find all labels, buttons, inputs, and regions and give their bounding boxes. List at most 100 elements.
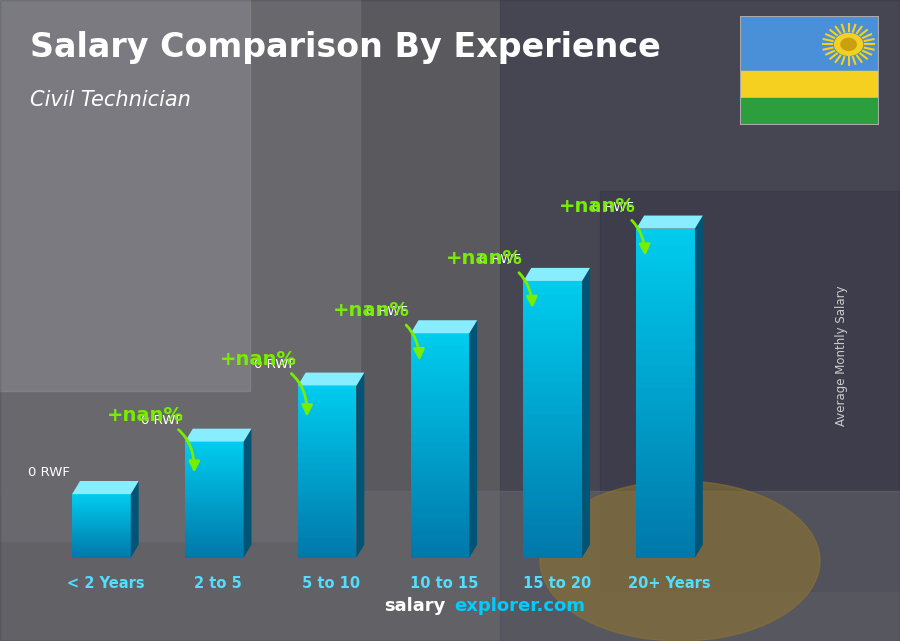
Bar [524, 378, 582, 383]
Bar [298, 503, 356, 506]
Bar [184, 472, 244, 474]
Bar [72, 531, 130, 532]
Bar [298, 489, 356, 492]
Bar [184, 521, 244, 523]
Bar [72, 513, 130, 514]
Bar [72, 503, 130, 504]
Bar [298, 526, 356, 529]
Polygon shape [298, 372, 365, 386]
Bar [184, 490, 244, 492]
Bar [298, 540, 356, 544]
Bar [636, 525, 695, 530]
Bar [298, 474, 356, 478]
Bar [410, 363, 469, 367]
Bar [636, 442, 695, 448]
Bar [524, 520, 582, 526]
Bar [298, 449, 356, 452]
Bar [72, 537, 130, 538]
Bar [636, 514, 695, 519]
Bar [410, 419, 469, 423]
Bar [636, 492, 695, 497]
Bar [740, 98, 879, 125]
Bar [636, 371, 695, 377]
Bar [524, 447, 582, 452]
Polygon shape [72, 481, 139, 494]
Bar [740, 71, 879, 98]
Polygon shape [184, 429, 251, 442]
Bar [72, 526, 130, 527]
Bar [72, 553, 130, 554]
Text: 10 to 15: 10 to 15 [410, 576, 478, 592]
Bar [524, 337, 582, 341]
Bar [72, 520, 130, 522]
Bar [184, 461, 244, 463]
Bar [298, 426, 356, 429]
Bar [524, 295, 582, 299]
Bar [184, 527, 244, 529]
Bar [298, 501, 356, 503]
Bar [72, 533, 130, 535]
Bar [184, 451, 244, 453]
Bar [524, 341, 582, 345]
Bar [184, 513, 244, 515]
Bar [184, 442, 244, 444]
Bar [524, 354, 582, 360]
Bar [410, 501, 469, 505]
Bar [298, 480, 356, 483]
Polygon shape [582, 268, 590, 558]
Bar [524, 456, 582, 461]
Bar [410, 374, 469, 378]
Bar [184, 540, 244, 542]
Bar [298, 466, 356, 469]
Bar [184, 508, 244, 510]
Bar [298, 420, 356, 423]
Bar [410, 509, 469, 513]
Polygon shape [356, 372, 365, 558]
Bar [410, 345, 469, 348]
Bar [72, 551, 130, 553]
Bar [72, 506, 130, 507]
Bar [298, 532, 356, 535]
Bar [184, 537, 244, 538]
Bar [740, 16, 879, 71]
Bar [524, 549, 582, 553]
Bar [636, 410, 695, 415]
Bar [184, 494, 244, 496]
Bar [524, 415, 582, 419]
Bar [410, 494, 469, 498]
Bar [298, 512, 356, 515]
Bar [298, 483, 356, 486]
Bar [636, 459, 695, 465]
Bar [410, 386, 469, 390]
Polygon shape [695, 215, 703, 558]
Bar [72, 546, 130, 547]
Bar [410, 404, 469, 408]
Bar [636, 311, 695, 317]
Bar [298, 457, 356, 460]
Bar [298, 440, 356, 443]
Bar [524, 308, 582, 313]
Bar [184, 533, 244, 535]
Bar [298, 454, 356, 457]
Bar [410, 382, 469, 386]
Bar [524, 461, 582, 465]
Ellipse shape [540, 481, 820, 641]
Bar [184, 488, 244, 490]
Bar [72, 548, 130, 549]
Bar [636, 382, 695, 388]
Bar [298, 555, 356, 558]
Bar [636, 519, 695, 525]
Bar [410, 524, 469, 528]
Text: 0 RWF: 0 RWF [366, 305, 409, 319]
Bar [410, 472, 469, 476]
Bar [298, 406, 356, 408]
Bar [410, 517, 469, 520]
Bar [298, 515, 356, 517]
Bar [410, 554, 469, 558]
Bar [636, 354, 695, 360]
Bar [184, 517, 244, 519]
Bar [636, 426, 695, 431]
Text: 0 RWF: 0 RWF [28, 466, 70, 479]
Bar [298, 497, 356, 501]
Bar [72, 495, 130, 496]
